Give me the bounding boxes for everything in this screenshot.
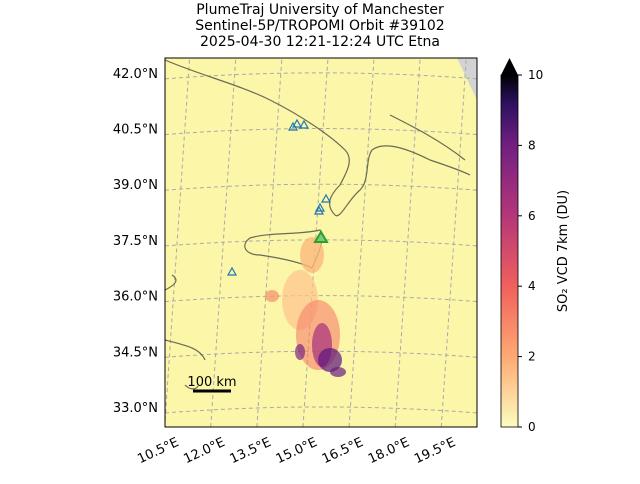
- lon-gridline: [394, 58, 421, 427]
- colorbar-tick-label: 0: [528, 420, 536, 434]
- map-frame: [164, 57, 478, 428]
- lon-gridline: [440, 58, 467, 427]
- colorbar-extend: [501, 58, 518, 75]
- lat-label: 39.0°N: [113, 178, 158, 193]
- colorbar-tick-label: 4: [528, 279, 536, 293]
- lat-gridline: [165, 128, 477, 136]
- lat-gridline: [165, 406, 477, 414]
- lon-label: 15.0°E: [274, 435, 320, 467]
- map-area: 100 km: [165, 58, 477, 427]
- lon-label: 18.0°E: [366, 435, 412, 467]
- colorbar-tick-label: 2: [528, 350, 536, 364]
- lon-gridline: [348, 58, 375, 427]
- title-line: 2025-04-30 12:21-12:24 UTC Etna: [200, 34, 440, 50]
- lon-label: 12.0°E: [182, 435, 228, 467]
- lat-gridline: [165, 183, 477, 191]
- colorbar-label: SO₂ VCD 7km (DU): [556, 190, 571, 312]
- lat-gridline: [165, 295, 477, 303]
- lat-label: 34.5°N: [113, 345, 158, 360]
- lat-label: 40.5°N: [113, 123, 158, 138]
- lat-label: 37.5°N: [113, 234, 158, 249]
- lon-gridline: [256, 58, 283, 427]
- title-line: Sentinel-5P/TROPOMI Orbit #39102: [195, 18, 444, 34]
- colorbar-tick-label: 8: [528, 138, 536, 152]
- colorbar-tick-label: 6: [528, 209, 536, 223]
- lon-label: 19.5°E: [412, 435, 458, 467]
- lat-labels: 42.0°N 40.5°N 39.0°N 37.5°N 36.0°N 34.5°N 33.0…: [113, 67, 158, 416]
- colorbar-tick-label: 10: [528, 68, 543, 82]
- lon-gridline: [165, 58, 191, 427]
- lat-label: 36.0°N: [113, 290, 158, 305]
- volcano-markers: [226, 118, 332, 276]
- plume: [265, 237, 346, 377]
- lon-labels: 10.5°E 12.0°E 13.5°E 15.0°E 16.5°E 18.0°E 19.5…: [135, 435, 458, 467]
- colorbar-ticks: 0 2 4 6 8 10: [518, 68, 543, 434]
- colorbar: [500, 74, 519, 428]
- lon-label: 10.5°E: [135, 435, 181, 467]
- etna-marker: [313, 230, 329, 243]
- lat-label: 33.0°N: [113, 401, 158, 416]
- title-line: PlumeTraj University of Manchester: [196, 2, 444, 18]
- lat-gridline: [165, 72, 477, 80]
- lon-label: 13.5°E: [228, 435, 274, 467]
- lat-label: 42.0°N: [113, 67, 158, 82]
- lon-label: 16.5°E: [320, 435, 366, 467]
- lon-gridline: [210, 58, 237, 427]
- coastlines: [165, 59, 471, 390]
- no-data: [457, 58, 477, 100]
- scale-label: 100 km: [187, 375, 236, 390]
